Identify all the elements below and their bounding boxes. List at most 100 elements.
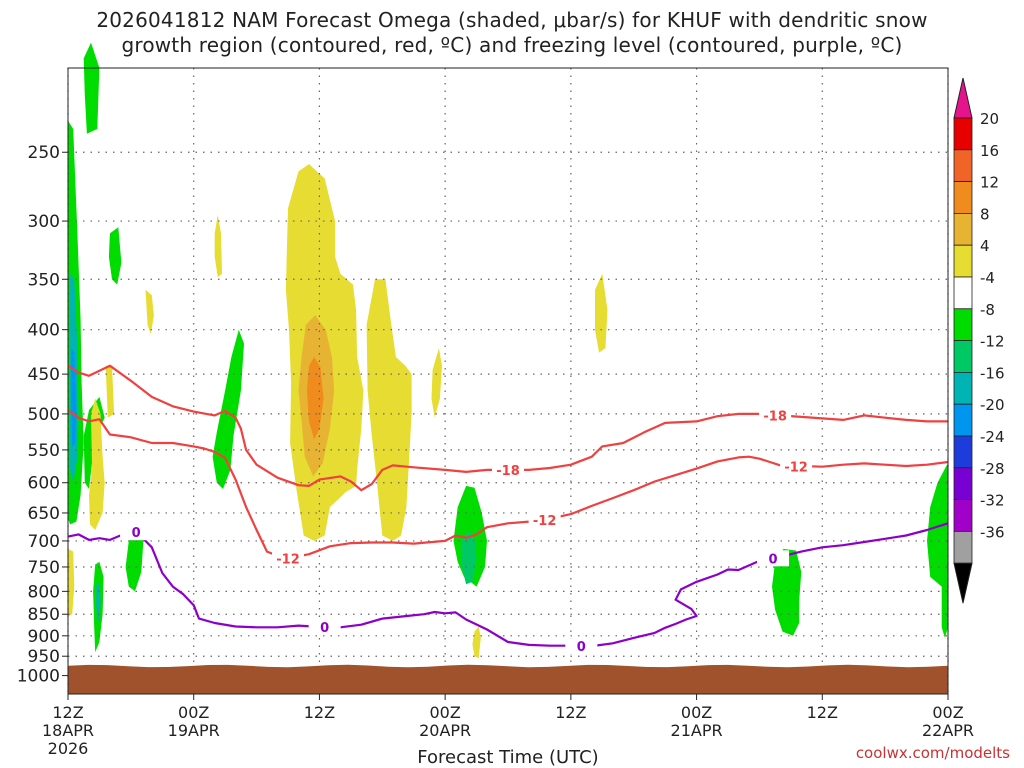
omega-region-12: [145, 289, 154, 335]
plot-frame: [67, 67, 949, 695]
omega-region-22: [461, 531, 477, 585]
contour-line-3: [801, 460, 949, 468]
contour-label: -12: [533, 514, 557, 529]
colorbar-swatch: [953, 149, 973, 183]
y-tick-label: 500: [28, 405, 60, 425]
colorbar-swatch: [953, 340, 973, 373]
colorbar-label: -36: [980, 523, 1005, 541]
y-tick-label: 1000: [17, 667, 60, 687]
omega-region-8: [105, 365, 115, 418]
omega-region-23: [472, 626, 481, 659]
colorbar-label: -16: [980, 364, 1005, 382]
colorbar-swatch: [953, 531, 973, 564]
x-tick-label: 12Z: [555, 703, 586, 722]
contour-label-bg: [759, 407, 792, 424]
x-tick-label: 00Z: [681, 703, 712, 722]
colorbar-swatch: [953, 435, 973, 469]
y-tick-label: 650: [28, 504, 60, 524]
colorbar-label: -20: [980, 396, 1005, 414]
x-tick-label: 00Z: [932, 703, 963, 722]
contour-label: -12: [784, 461, 808, 476]
colorbar-label: 4: [980, 237, 990, 255]
omega-region-27: [941, 581, 948, 638]
contour-label-bg: [492, 461, 524, 478]
x-tick-date: 22APR: [922, 721, 974, 740]
contour-label: 0: [577, 640, 586, 655]
y-tick-label: 800: [28, 582, 60, 602]
colorbar-top-arrow: [953, 77, 973, 119]
omega-region-24: [595, 273, 608, 353]
y-tick-label: 750: [28, 558, 60, 578]
colorbar-label: -24: [980, 428, 1005, 446]
omega-region-1: [83, 42, 100, 134]
x-tick-date: 20APR: [419, 721, 471, 740]
contour-label-bg: [272, 550, 304, 567]
x-axis-label: Forecast Time (UTC): [417, 747, 598, 768]
colorbar-swatch: [953, 371, 973, 405]
x-tick-label: 12Z: [52, 703, 83, 722]
y-tick-label: 900: [28, 627, 60, 647]
omega-region-4: [71, 348, 77, 447]
omega-region-14: [214, 214, 222, 278]
y-tick-label: 700: [28, 532, 60, 552]
colorbar-legend: 20 16 12 8 4 -4 -8 -12 -16 -20 -24 -28 -32 -36: [953, 77, 1005, 604]
x-tick-year: 2026: [48, 739, 89, 758]
x-tick-label: 12Z: [807, 703, 838, 722]
colorbar-swatch: [953, 308, 973, 341]
colorbar-swatch: [953, 403, 973, 437]
colorbar-swatch: [953, 244, 973, 278]
y-tick-label: 300: [28, 212, 60, 232]
x-tick-date: 21APR: [671, 721, 723, 740]
ground-fill: [68, 664, 948, 694]
omega-region-11: [108, 227, 122, 285]
colorbar-label: -32: [980, 492, 1005, 510]
colorbar-swatch: [953, 499, 973, 532]
contour-lines: -18 -18 -12 -12 -12 0 0 0 0: [67, 364, 949, 655]
x-tick-date: 18APR: [42, 721, 94, 740]
y-tick-label: 550: [28, 441, 60, 461]
ground-layer: [68, 664, 948, 694]
x-tick-label: 00Z: [429, 703, 460, 722]
colorbar-swatch: [953, 212, 973, 246]
plot-area: -18 -18 -12 -12 -12 0 0 0 0: [67, 42, 949, 695]
y-tick-label: 400: [28, 321, 60, 341]
x-tick-label: 00Z: [178, 703, 209, 722]
colorbar-label: -12: [980, 333, 1005, 351]
contour-label: -12: [276, 552, 300, 567]
colorbar-swatch: [953, 467, 973, 500]
omega-shading: [68, 42, 948, 659]
credit-text: coolwx.com/modelts: [855, 744, 1010, 762]
omega-region-7: [89, 398, 105, 530]
contour-label: 0: [320, 621, 329, 636]
chart-title-line1: 2026041812 NAM Forecast Omega (shaded, μ…: [96, 8, 928, 32]
omega-region-6: [68, 548, 75, 617]
contour-label-bg: [565, 638, 598, 655]
contour-label-bg: [757, 550, 790, 567]
contour-label: 0: [132, 526, 141, 541]
y-tick-label: 600: [28, 474, 60, 494]
colorbar-label: -8: [980, 301, 995, 319]
colorbar-label: 20: [980, 110, 999, 128]
x-tick-label: 12Z: [304, 703, 335, 722]
contour-label-bg: [120, 524, 153, 541]
omega-region-13: [125, 524, 144, 592]
colorbar-label: -28: [980, 460, 1005, 478]
contour-label: -18: [763, 409, 787, 424]
plot-background: [68, 68, 948, 694]
contour-label-bg: [780, 458, 813, 475]
omega-region-18: [306, 357, 324, 440]
contour-line-4: [67, 522, 949, 648]
colorbar-swatch: [953, 181, 973, 214]
colorbar-label: 16: [980, 142, 999, 160]
colorbar-swatch: [953, 276, 973, 310]
colorbar-label: 8: [980, 205, 990, 223]
omega-region-25: [772, 548, 802, 636]
x-tick-date: 19APR: [168, 721, 220, 740]
omega-region-10: [96, 581, 101, 623]
y-tick-label: 350: [28, 270, 60, 290]
y-tick-label: 850: [28, 605, 60, 625]
omega-region-15: [212, 329, 244, 489]
colorbar-swatch: [953, 117, 973, 151]
